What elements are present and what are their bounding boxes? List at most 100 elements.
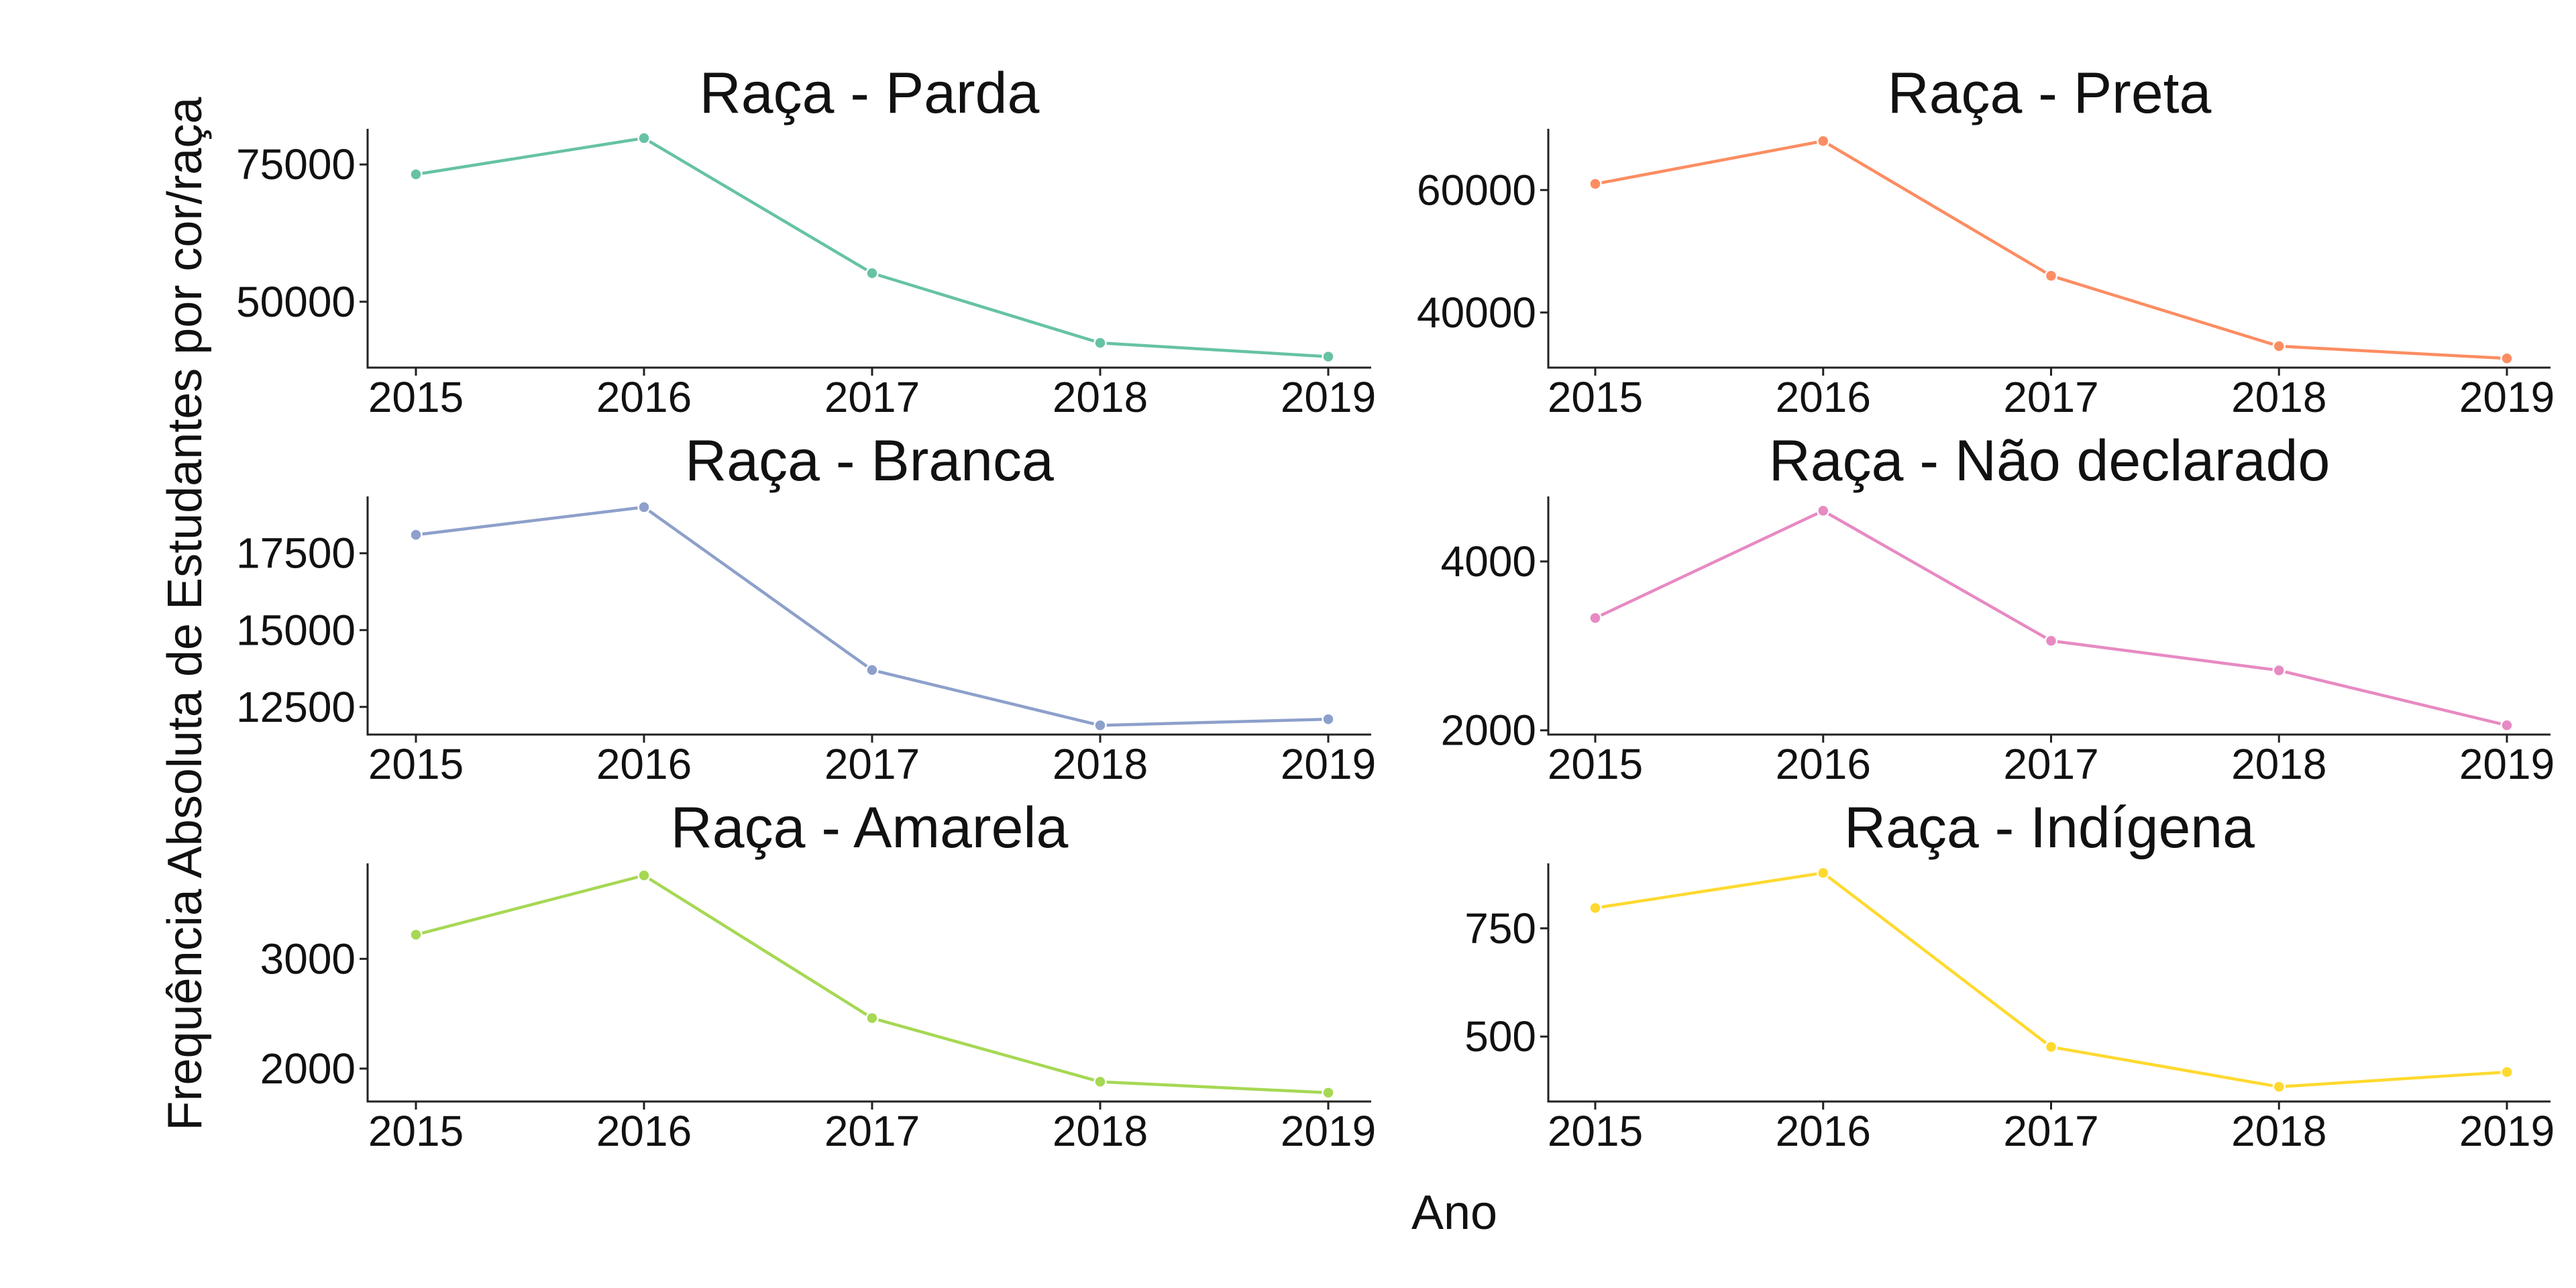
- data-point: [409, 928, 423, 942]
- y-tick-label: 15000: [236, 606, 356, 654]
- x-tick-label: 2017: [824, 1107, 920, 1155]
- y-axis-title: Frequência Absoluta de Estudantes por co…: [158, 97, 212, 1131]
- y-tick-label: 75000: [236, 140, 356, 189]
- panel-title: Raça - Indígena: [1844, 796, 2255, 860]
- data-point: [1817, 504, 1830, 518]
- y-tick-label: 12500: [236, 683, 356, 731]
- x-tick-label: 2016: [1776, 1107, 1871, 1155]
- x-tick-label: 2019: [1281, 740, 1376, 788]
- axis-spines: [366, 129, 1371, 369]
- x-tick-label: 2016: [596, 740, 692, 788]
- axis-spines: [366, 496, 1371, 736]
- x-tick-label: 2019: [2459, 1107, 2555, 1155]
- chart-panel: Raça - Indígena 2015 2016 2017 2018 2019 500 75…: [1464, 796, 2555, 1155]
- x-tick-label: 2016: [596, 1107, 692, 1155]
- x-tick-label: 2015: [368, 373, 464, 421]
- data-point: [637, 869, 651, 882]
- data-point: [1322, 1086, 1335, 1099]
- series-line: [414, 505, 1330, 727]
- x-tick-label: 2017: [2003, 1107, 2098, 1155]
- chart-panel: Raça - Amarela 2015 2016 2017 2018 2019 2000 30…: [260, 796, 1377, 1155]
- series-line: [414, 873, 1330, 1095]
- data-point: [2500, 352, 2514, 366]
- x-tick-label: 2015: [1548, 740, 1643, 788]
- series-line: [1593, 509, 2509, 727]
- x-tick-label: 2015: [368, 1107, 464, 1155]
- x-tick-label: 2016: [596, 373, 692, 421]
- x-tick-label: 2016: [1776, 740, 1871, 788]
- data-point: [2044, 269, 2058, 282]
- x-tick-label: 2018: [2231, 740, 2326, 788]
- x-tick-label: 2017: [2003, 740, 2098, 788]
- y-tick-label: 500: [1464, 1012, 1536, 1061]
- x-tick-label: 2018: [1053, 1107, 1148, 1155]
- x-tick-label: 2018: [2231, 373, 2326, 421]
- chart-panel: Raça - Branca 2015 2016 2017 2018 2019 12500 15…: [236, 429, 1376, 788]
- data-point: [1322, 712, 1335, 726]
- data-point: [409, 528, 423, 542]
- panel-title: Raça - Amarela: [671, 796, 1069, 860]
- panel-title: Raça - Branca: [685, 429, 1054, 493]
- x-tick-label: 2018: [1053, 740, 1148, 788]
- x-tick-label: 2015: [1548, 373, 1643, 421]
- chart-panel: Raça - Preta 2015 2016 2017 2018 2019 40000 600…: [1417, 61, 2555, 421]
- data-point: [1589, 901, 1602, 915]
- axis-spines: [366, 863, 1371, 1103]
- axis-spines: [1547, 496, 2551, 736]
- data-point: [1589, 177, 1602, 191]
- panels-group: Raça - Parda 2015 2016 2017 2018 2019 50000 750…: [236, 61, 2555, 1155]
- data-point: [2044, 1040, 2058, 1054]
- chart-panel: Raça - Parda 2015 2016 2017 2018 2019 50000 750…: [236, 61, 1376, 421]
- x-tick-label: 2015: [1548, 1107, 1643, 1155]
- x-tick-label: 2019: [2459, 373, 2555, 421]
- x-axis-title: Ano: [1411, 1186, 1497, 1240]
- data-point: [865, 1011, 879, 1025]
- y-tick-label: 2000: [260, 1044, 356, 1093]
- x-tick-label: 2018: [1053, 373, 1148, 421]
- panel-title: Raça - Não declarado: [1769, 429, 2330, 493]
- y-tick-label: 750: [1464, 904, 1536, 953]
- axis-spines: [1547, 863, 2551, 1103]
- data-point: [865, 663, 879, 677]
- data-point: [1589, 611, 1602, 625]
- series-line: [1593, 871, 2509, 1089]
- x-tick-label: 2017: [824, 740, 920, 788]
- data-point: [2272, 339, 2286, 353]
- x-tick-label: 2017: [2003, 373, 2098, 421]
- x-tick-label: 2019: [1281, 373, 1376, 421]
- y-tick-label: 17500: [236, 529, 356, 578]
- data-point: [865, 266, 879, 280]
- data-point: [1322, 350, 1335, 364]
- x-tick-label: 2019: [2459, 740, 2555, 788]
- data-point: [2272, 1080, 2286, 1093]
- x-tick-label: 2016: [1776, 373, 1871, 421]
- axis-spines: [1547, 129, 2551, 369]
- data-point: [1093, 718, 1107, 733]
- panel-title: Raça - Parda: [700, 61, 1040, 125]
- data-point: [2044, 634, 2058, 648]
- y-tick-label: 50000: [236, 278, 356, 326]
- x-tick-label: 2015: [368, 740, 464, 788]
- x-tick-label: 2018: [2231, 1107, 2326, 1155]
- y-tick-label: 2000: [1441, 706, 1536, 755]
- data-point: [409, 168, 423, 181]
- panel-title: Raça - Preta: [1888, 61, 2212, 125]
- x-tick-label: 2017: [824, 373, 920, 421]
- series-line: [414, 136, 1330, 358]
- data-point: [1093, 1075, 1107, 1089]
- x-tick-label: 2019: [1281, 1107, 1376, 1155]
- y-tick-label: 60000: [1417, 166, 1536, 214]
- data-point: [637, 131, 651, 145]
- data-point: [2272, 663, 2286, 678]
- data-point: [1817, 134, 1830, 148]
- y-tick-label: 3000: [260, 934, 356, 983]
- data-point: [2500, 718, 2514, 732]
- data-point: [1093, 336, 1107, 350]
- series-line: [1593, 140, 2509, 360]
- y-tick-label: 4000: [1441, 537, 1536, 586]
- data-point: [2500, 1065, 2514, 1079]
- chart-panel: Raça - Não declarado 2015 2016 2017 2018 2019…: [1441, 429, 2555, 788]
- y-tick-label: 40000: [1417, 288, 1536, 337]
- data-point: [1817, 866, 1830, 879]
